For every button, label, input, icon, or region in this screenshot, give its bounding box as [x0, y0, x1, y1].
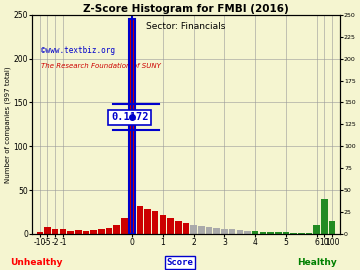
Bar	[129, 19, 135, 234]
Bar	[36, 232, 43, 234]
Bar	[60, 228, 66, 234]
Y-axis label: Number of companies (997 total): Number of companies (997 total)	[4, 66, 11, 183]
Bar	[314, 225, 320, 234]
Bar	[267, 232, 274, 234]
Bar	[83, 231, 89, 234]
Bar	[260, 232, 266, 234]
Bar	[44, 227, 51, 234]
Bar	[152, 211, 158, 234]
Text: Unhealthy: Unhealthy	[10, 258, 62, 267]
Bar	[283, 232, 289, 234]
Bar	[252, 231, 258, 234]
Bar	[159, 214, 166, 234]
Bar	[213, 228, 220, 234]
Bar	[244, 231, 251, 234]
Bar	[221, 228, 228, 234]
Bar	[198, 226, 204, 234]
Bar	[206, 227, 212, 234]
Bar	[136, 206, 143, 234]
Bar	[291, 233, 297, 234]
Text: 0.1172: 0.1172	[111, 112, 149, 122]
Bar	[229, 230, 235, 234]
Text: Healthy: Healthy	[297, 258, 337, 267]
Text: Score: Score	[167, 258, 193, 267]
Bar	[275, 232, 282, 234]
Bar	[183, 223, 189, 234]
Bar	[98, 230, 105, 234]
Bar	[90, 230, 97, 234]
Bar	[237, 230, 243, 234]
Bar	[321, 199, 328, 234]
Bar	[167, 218, 174, 234]
Bar	[175, 221, 181, 234]
Bar	[75, 230, 81, 234]
Bar	[329, 221, 336, 234]
Bar	[144, 209, 151, 234]
Text: ©www.textbiz.org: ©www.textbiz.org	[41, 46, 115, 55]
Bar	[67, 231, 74, 234]
Text: The Research Foundation of SUNY: The Research Foundation of SUNY	[41, 63, 161, 69]
Title: Z-Score Histogram for FMBI (2016): Z-Score Histogram for FMBI (2016)	[83, 4, 289, 14]
Bar	[129, 19, 135, 234]
Bar	[190, 225, 197, 234]
Bar	[306, 233, 312, 234]
Bar	[52, 230, 58, 234]
Text: Sector: Financials: Sector: Financials	[146, 22, 226, 31]
Bar	[121, 218, 128, 234]
Bar	[106, 228, 112, 234]
Bar	[298, 233, 305, 234]
Bar	[113, 225, 120, 234]
